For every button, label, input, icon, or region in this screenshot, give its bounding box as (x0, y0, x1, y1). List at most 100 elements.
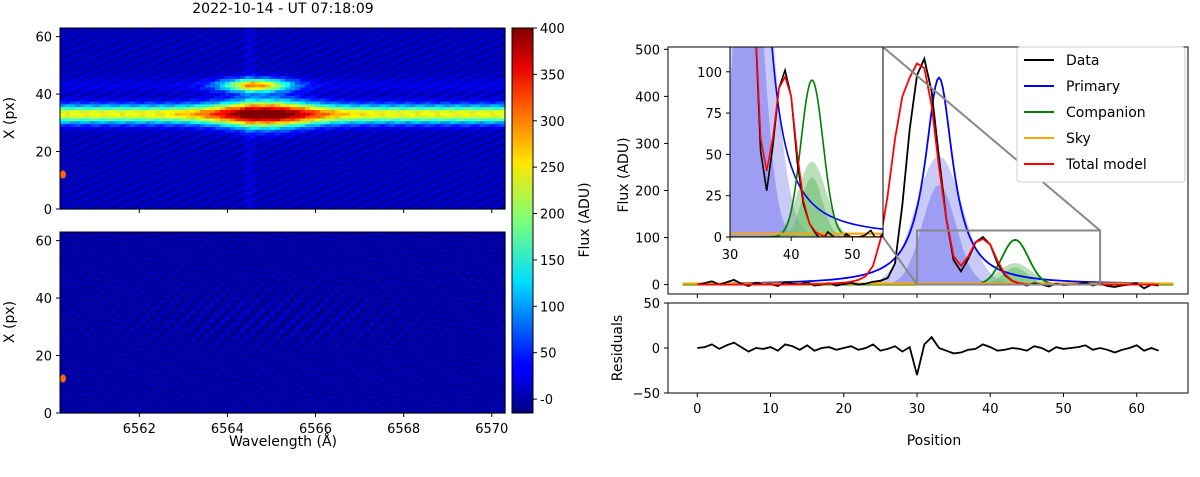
data-image-pixel (360, 47, 366, 52)
data-image-pixel (110, 39, 116, 43)
data-image-pixel (205, 110, 211, 114)
data-image-pixel (190, 36, 196, 40)
data-image-pixel (195, 76, 201, 80)
data-image-pixel (250, 101, 256, 105)
data-image-pixel (250, 146, 256, 151)
data-image-pixel (415, 152, 421, 156)
data-image-pixel (375, 177, 381, 182)
data-image-pixel (155, 56, 161, 60)
data-image-pixel (205, 81, 211, 86)
data-image-pixel (445, 172, 451, 176)
data-image-pixel (195, 47, 201, 52)
data-image-pixel (180, 152, 186, 156)
data-image-pixel (185, 90, 191, 94)
data-image-pixel (490, 141, 496, 145)
data-image-pixel (405, 149, 411, 154)
data-image-pixel (475, 36, 481, 40)
data-image-pixel (215, 33, 221, 38)
data-image-pixel (155, 146, 161, 151)
data-image-pixel (95, 61, 101, 66)
data-image-pixel (260, 110, 266, 114)
data-image-pixel (335, 101, 341, 105)
data-image-pixel (200, 124, 206, 128)
data-image-pixel (120, 118, 126, 122)
data-image-pixel (190, 158, 196, 162)
data-image-pixel (310, 76, 316, 80)
data-image-pixel (255, 112, 261, 117)
data-image-pixel (440, 135, 446, 139)
data-image-pixel (360, 143, 366, 148)
data-image-pixel (305, 76, 311, 80)
data-image-pixel (130, 98, 136, 103)
data-image-pixel (400, 33, 406, 38)
data-image-pixel (230, 160, 236, 165)
data-image-pixel (230, 177, 236, 182)
data-image-pixel (225, 61, 231, 66)
data-image-pixel (455, 53, 461, 57)
data-image-pixel (160, 135, 166, 139)
data-image-pixel (310, 172, 316, 176)
data-image-pixel (420, 118, 426, 122)
data-image-pixel (85, 155, 91, 159)
data-image-pixel (140, 166, 146, 171)
data-image-pixel (445, 163, 451, 168)
data-image-pixel (350, 132, 356, 137)
data-image-pixel (395, 53, 401, 57)
data-image-pixel (360, 33, 366, 38)
data-image-pixel (430, 138, 436, 142)
data-image-pixel (420, 115, 426, 120)
data-image-pixel (280, 132, 286, 137)
data-image-pixel (475, 112, 481, 117)
data-image-pixel (415, 78, 421, 83)
data-image-pixel (320, 160, 326, 165)
data-image-pixel (455, 73, 461, 77)
data-image-pixel (240, 87, 246, 91)
data-image-pixel (400, 28, 406, 32)
data-image-pixel (190, 107, 196, 111)
data-image-pixel (440, 180, 446, 185)
data-image-pixel (295, 67, 301, 72)
data-image-pixel (130, 81, 136, 86)
data-image-pixel (245, 112, 251, 117)
data-image-pixel (195, 180, 201, 185)
data-image-pixel (475, 84, 481, 88)
data-image-pixel (495, 180, 501, 185)
data-image-pixel (195, 93, 201, 97)
data-image-pixel (140, 141, 146, 145)
data-image-pixel (435, 126, 441, 131)
data-image-pixel (110, 110, 116, 114)
data-image-pixel (390, 110, 396, 114)
data-image-pixel (210, 53, 216, 57)
data-image-pixel (495, 107, 501, 111)
data-image-pixel (475, 33, 481, 38)
data-image-pixel (195, 107, 201, 111)
data-image-pixel (210, 135, 216, 139)
data-image-pixel (110, 149, 116, 154)
data-image-pixel (280, 107, 286, 111)
data-image-pixel (145, 115, 151, 120)
data-image-pixel (425, 67, 431, 72)
data-image-pixel (80, 138, 86, 142)
data-image-pixel (205, 115, 211, 120)
data-image-pixel (455, 70, 461, 74)
data-image-pixel (400, 70, 406, 74)
data-image-pixel (345, 61, 351, 66)
data-image-pixel (410, 39, 416, 43)
data-image-pixel (400, 76, 406, 80)
data-image-pixel (440, 169, 446, 173)
data-image-pixel (95, 172, 101, 176)
data-image-pixel (220, 101, 226, 105)
data-image-pixel (485, 61, 491, 66)
data-image-pixel (95, 175, 101, 179)
data-image-pixel (65, 121, 71, 125)
data-image-pixel (195, 61, 201, 66)
data-image-pixel (225, 33, 231, 38)
data-image-pixel (325, 84, 331, 88)
data-image-pixel (190, 177, 196, 182)
data-image-pixel (235, 104, 241, 108)
data-image-pixel (75, 36, 81, 40)
data-image-pixel (155, 158, 161, 162)
data-image-pixel (295, 47, 301, 52)
data-image-pixel (395, 39, 401, 43)
data-image-pixel (225, 177, 231, 182)
